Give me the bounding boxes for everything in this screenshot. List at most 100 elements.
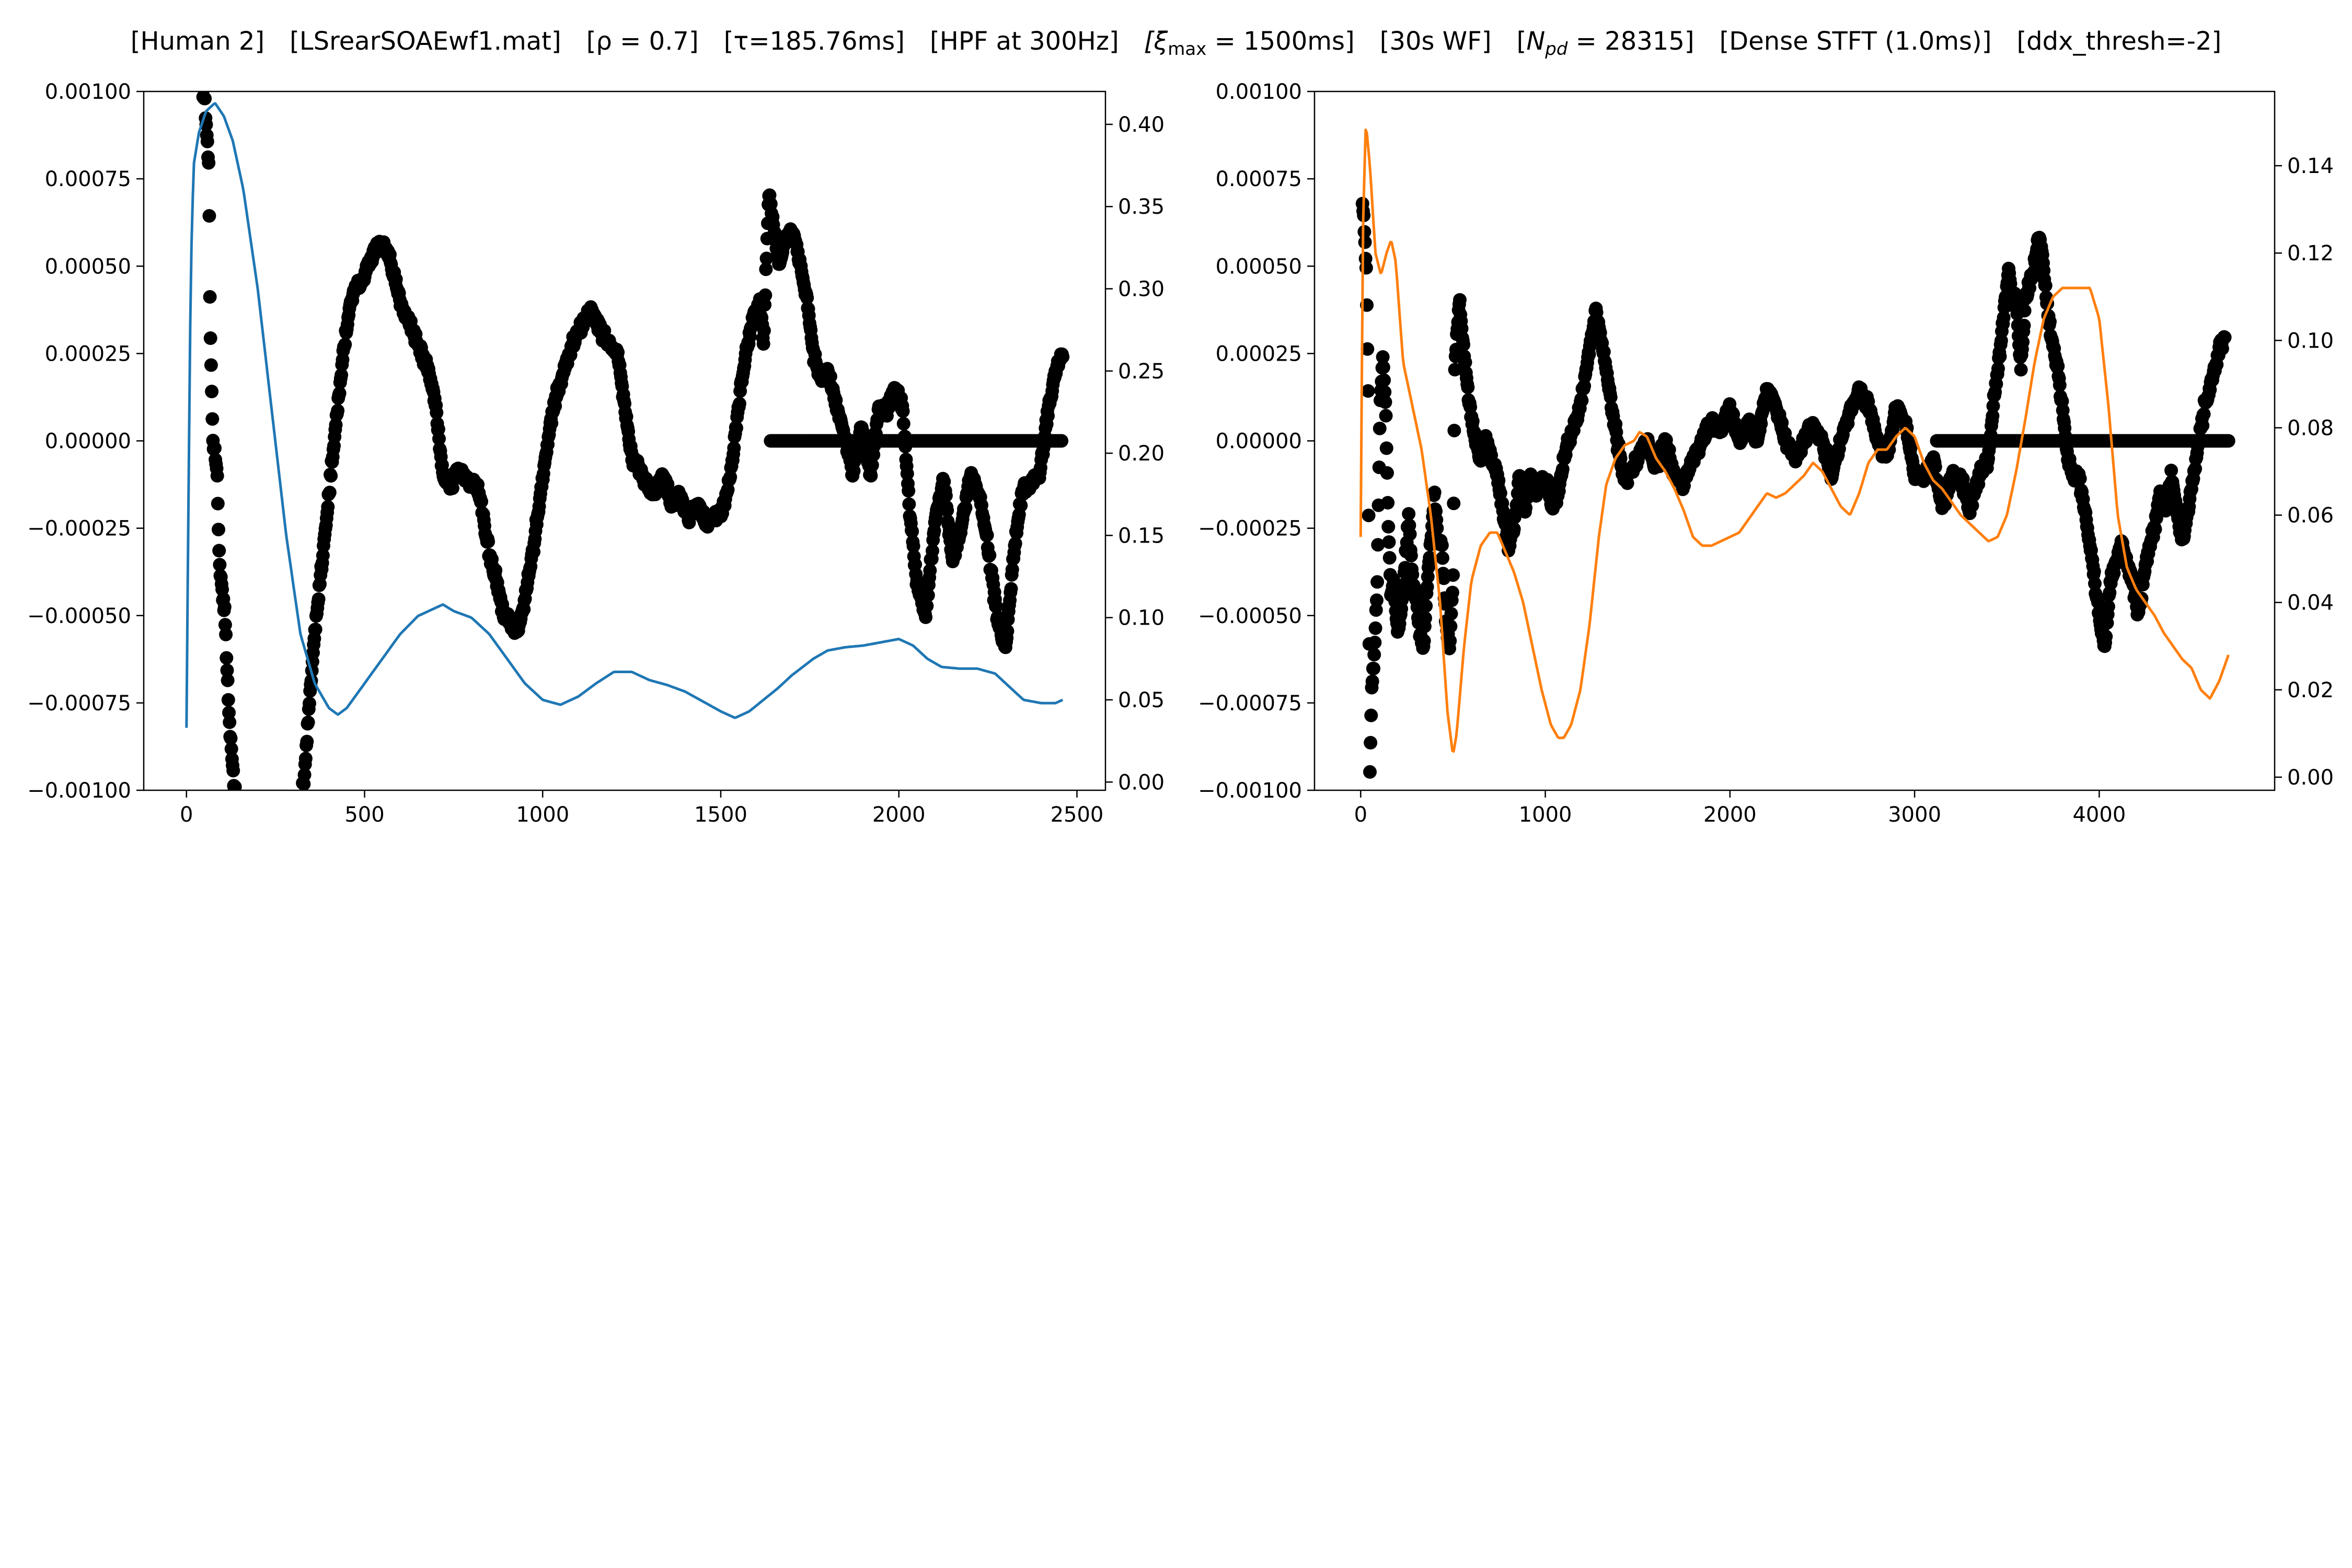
line-series	[185, 102, 1064, 728]
y2-tick-label: 0.20	[1118, 442, 1165, 466]
scatter-point	[329, 418, 343, 432]
scatter-point	[1965, 499, 1979, 513]
scatter-point	[758, 298, 772, 312]
chart-1: 0 500 1000 1500 2000 2500−0.00100−0.00075−0.0…	[27, 80, 1165, 827]
scatter-point	[1993, 350, 2007, 363]
scatter-point	[2164, 464, 2178, 478]
scatter-point	[940, 503, 954, 517]
scatter-point	[2188, 462, 2203, 476]
title-gap	[699, 27, 724, 56]
scatter-point	[202, 156, 216, 170]
scatter-point	[1405, 568, 1420, 582]
title-part: [Human 2]	[131, 27, 264, 56]
x-tick-label: 0	[180, 803, 193, 827]
scatter-point	[219, 628, 233, 641]
scatter-point	[1402, 507, 1416, 521]
scatter-point	[1377, 373, 1391, 387]
x-axis: 0 1000 2000 3000 4000	[1354, 790, 2126, 827]
scatter-point	[335, 368, 349, 382]
title-gap	[561, 27, 586, 56]
scatter-point	[1417, 634, 1431, 648]
title-part: [30s WF]	[1380, 27, 1492, 56]
scatter-point	[1378, 395, 1392, 409]
title-part: [τ=185.76ms]	[724, 27, 905, 56]
scatter-point	[921, 588, 935, 602]
scatter-point	[211, 497, 225, 511]
scatter-point	[902, 484, 916, 498]
scatter-point	[1420, 580, 1434, 594]
scatter-point	[908, 557, 923, 571]
scatter-point	[338, 338, 352, 352]
scatter-point	[545, 416, 559, 430]
x-tick-label: 2500	[1051, 803, 1104, 827]
scatter-point	[1368, 636, 1382, 650]
y2-tick-label: 0.02	[2287, 678, 2334, 702]
scatter-point	[1445, 585, 1459, 599]
scatter-point	[205, 412, 220, 426]
scatter-point	[1461, 381, 1475, 395]
scatter-point	[1014, 499, 1028, 513]
scatter-point	[2148, 522, 2162, 536]
title-gap	[1694, 27, 1720, 56]
scatter-point	[220, 663, 234, 677]
scatter-point	[1361, 384, 1375, 398]
title-part: [Npd = 28315]	[1517, 27, 1694, 60]
scatter-point	[756, 337, 770, 351]
title-part: [HPF at 300Hz]	[930, 27, 1119, 56]
scatter-point	[1458, 355, 1472, 370]
scatter-point	[1368, 621, 1382, 635]
scatter-point	[297, 768, 312, 782]
scatter-point	[1991, 362, 2005, 376]
y-tick-label: −0.00050	[1198, 604, 1302, 628]
scatter-point	[1004, 582, 1018, 596]
x-tick-label: 500	[344, 803, 384, 827]
scatter-point	[1000, 624, 1014, 638]
y-tick-label: −0.00025	[27, 517, 131, 541]
y-tick-label: −0.00075	[27, 691, 131, 716]
y-tick-label: −0.00100	[27, 779, 131, 803]
title-part: [ρ = 0.7]	[586, 27, 699, 56]
title-gap	[1119, 27, 1144, 56]
scatter-point	[1367, 662, 1381, 676]
scatter-point	[823, 370, 837, 384]
scatter-point	[1447, 423, 1461, 437]
y-tick-label: 0.00075	[45, 167, 131, 191]
scatter-point	[900, 467, 914, 481]
scatter-point	[2053, 378, 2067, 392]
y-tick-label: 0.00100	[1216, 80, 1302, 104]
scatter-point	[430, 406, 444, 420]
scatter-point	[2088, 577, 2102, 591]
scatter-point	[989, 599, 1004, 614]
title-gap	[905, 27, 930, 56]
y-axis-left: −0.00100 −0.00075 −0.00050 −0.00025 0.00000 0…	[1198, 80, 1315, 803]
scatter-point	[1382, 551, 1397, 565]
scatter-point	[1369, 603, 1383, 617]
scatter-point	[1361, 342, 1375, 356]
scatter-point	[757, 324, 771, 338]
scatter-point	[896, 404, 910, 418]
scatter-point	[1005, 562, 1019, 577]
y-tick-label: 0.00050	[1216, 255, 1302, 279]
x-tick-label: 1500	[694, 803, 747, 827]
scatter-point	[204, 358, 218, 372]
y-tick-label: −0.00100	[1198, 779, 1302, 803]
scatter-point	[298, 752, 313, 766]
scatter-point	[923, 563, 937, 578]
scatter-point	[906, 539, 920, 553]
chart-2: 0 1000 2000 3000 4000 −0.00100 −0.00075 −0.0005…	[1198, 80, 2334, 827]
y-tick-label: 0.00000	[1216, 430, 1302, 454]
scatter-point	[432, 432, 446, 446]
scatter-point	[228, 780, 242, 790]
scatter-point	[2016, 335, 2030, 349]
scatter-point	[1419, 611, 1432, 625]
scatter-point	[1427, 486, 1442, 499]
scatter-point	[2087, 564, 2101, 579]
scatter-point	[1819, 442, 1834, 456]
y-axis-left: −0.00100 −0.00075 −0.00050 −0.00025 0.00000 0…	[27, 80, 144, 803]
scatter-point	[1448, 363, 1462, 377]
scatter-point	[221, 693, 235, 707]
scatter-point	[1928, 460, 1942, 474]
scatter-point	[1519, 501, 1533, 515]
y2-tick-label: 0.10	[1118, 606, 1165, 630]
scatter-point	[300, 734, 314, 748]
